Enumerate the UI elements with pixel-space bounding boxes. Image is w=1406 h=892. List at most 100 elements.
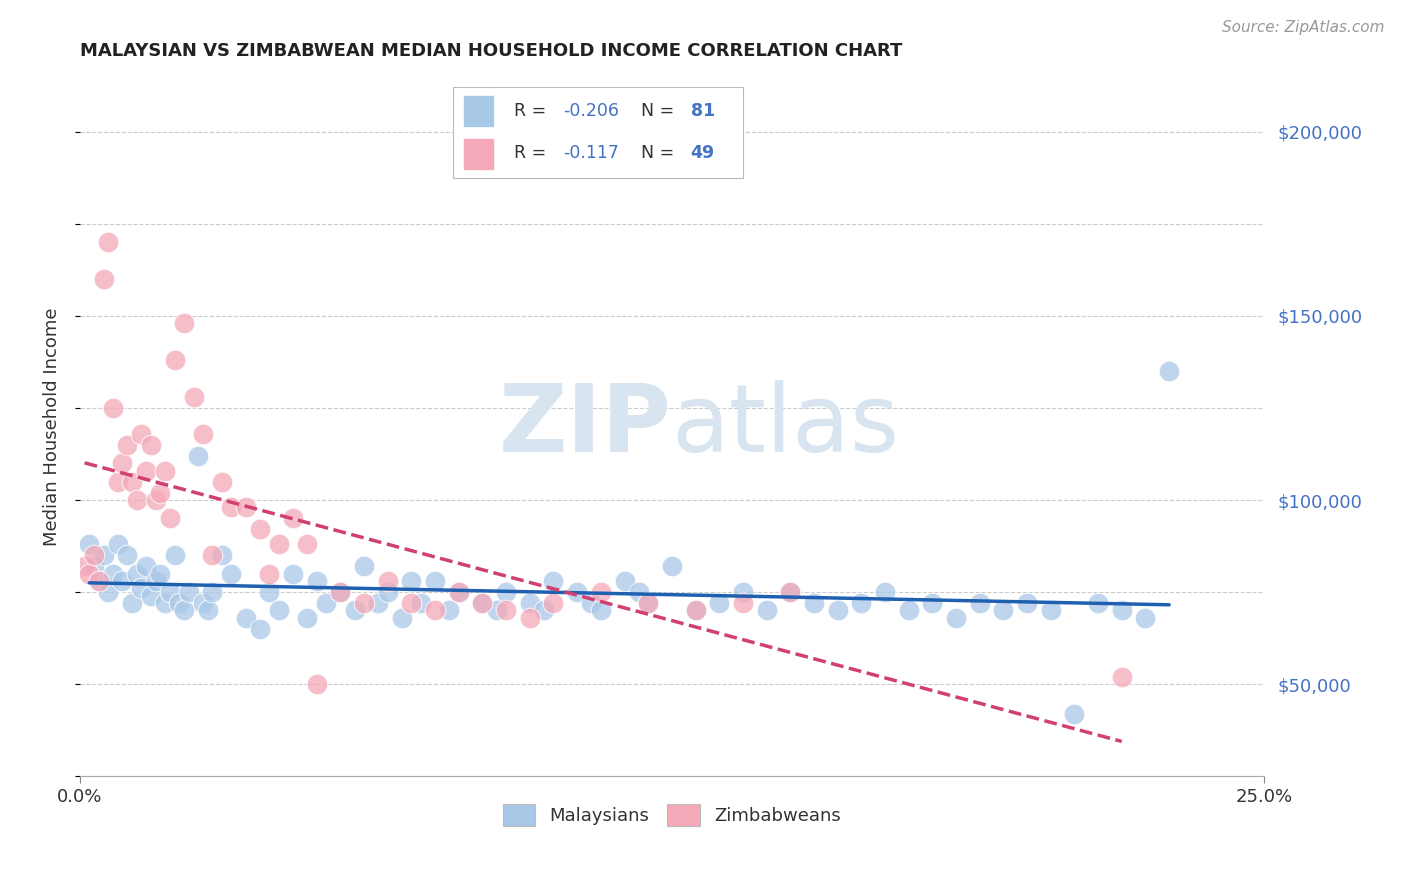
Legend: Malaysians, Zimbabweans: Malaysians, Zimbabweans: [495, 797, 848, 834]
Y-axis label: Median Household Income: Median Household Income: [44, 307, 60, 546]
Point: [565, 585, 588, 599]
Point: [519, 611, 541, 625]
Point: [377, 585, 399, 599]
Point: [305, 574, 328, 588]
Point: [969, 596, 991, 610]
Point: [125, 493, 148, 508]
Point: [131, 426, 153, 441]
Point: [401, 574, 423, 588]
Point: [211, 475, 233, 489]
Point: [423, 603, 446, 617]
Point: [439, 603, 461, 617]
Point: [755, 603, 778, 617]
Point: [139, 589, 162, 603]
Point: [235, 500, 257, 515]
Point: [519, 596, 541, 610]
Point: [191, 426, 214, 441]
Point: [993, 603, 1015, 617]
Point: [423, 574, 446, 588]
Point: [111, 574, 134, 588]
Point: [149, 485, 172, 500]
Point: [145, 574, 167, 588]
Point: [589, 603, 612, 617]
Point: [315, 596, 337, 610]
Point: [827, 603, 849, 617]
Point: [201, 548, 224, 562]
Point: [159, 511, 181, 525]
Point: [873, 585, 896, 599]
Point: [97, 585, 120, 599]
Point: [153, 464, 176, 478]
Point: [295, 537, 318, 551]
Point: [177, 585, 200, 599]
Point: [173, 603, 195, 617]
Point: [471, 596, 494, 610]
Point: [1087, 596, 1109, 610]
Point: [613, 574, 636, 588]
Point: [731, 585, 754, 599]
Point: [121, 596, 143, 610]
Point: [1015, 596, 1038, 610]
Point: [685, 603, 707, 617]
Point: [495, 585, 517, 599]
Point: [637, 596, 659, 610]
Point: [211, 548, 233, 562]
Point: [281, 566, 304, 581]
Point: [249, 523, 271, 537]
Text: atlas: atlas: [672, 380, 900, 473]
Point: [581, 596, 603, 610]
Point: [343, 603, 366, 617]
Point: [115, 438, 138, 452]
Point: [353, 596, 375, 610]
Point: [101, 566, 124, 581]
Point: [295, 611, 318, 625]
Text: MALAYSIAN VS ZIMBABWEAN MEDIAN HOUSEHOLD INCOME CORRELATION CHART: MALAYSIAN VS ZIMBABWEAN MEDIAN HOUSEHOLD…: [80, 42, 903, 60]
Point: [159, 585, 181, 599]
Point: [101, 401, 124, 415]
Point: [1159, 364, 1181, 378]
Point: [249, 622, 271, 636]
Point: [637, 596, 659, 610]
Point: [183, 390, 205, 404]
Point: [329, 585, 352, 599]
Point: [589, 585, 612, 599]
Point: [135, 559, 157, 574]
Point: [173, 316, 195, 330]
Point: [391, 611, 413, 625]
Point: [163, 353, 186, 368]
Point: [259, 566, 281, 581]
Point: [495, 603, 517, 617]
Point: [329, 585, 352, 599]
Point: [131, 582, 153, 596]
Point: [149, 566, 172, 581]
Point: [163, 548, 186, 562]
Point: [779, 585, 801, 599]
Point: [125, 566, 148, 581]
Point: [543, 574, 565, 588]
Point: [93, 272, 115, 286]
Point: [197, 603, 219, 617]
Point: [87, 574, 110, 588]
Point: [627, 585, 650, 599]
Point: [73, 559, 96, 574]
Point: [281, 511, 304, 525]
Point: [201, 585, 224, 599]
Point: [83, 559, 105, 574]
Point: [267, 603, 290, 617]
Point: [353, 559, 375, 574]
Point: [731, 596, 754, 610]
Point: [447, 585, 470, 599]
Point: [447, 585, 470, 599]
Point: [259, 585, 281, 599]
Point: [169, 596, 191, 610]
Point: [305, 677, 328, 691]
Point: [93, 548, 115, 562]
Point: [485, 603, 508, 617]
Point: [111, 456, 134, 470]
Text: ZIP: ZIP: [499, 380, 672, 473]
Point: [543, 596, 565, 610]
Point: [107, 475, 129, 489]
Point: [87, 574, 110, 588]
Point: [145, 493, 167, 508]
Point: [187, 449, 209, 463]
